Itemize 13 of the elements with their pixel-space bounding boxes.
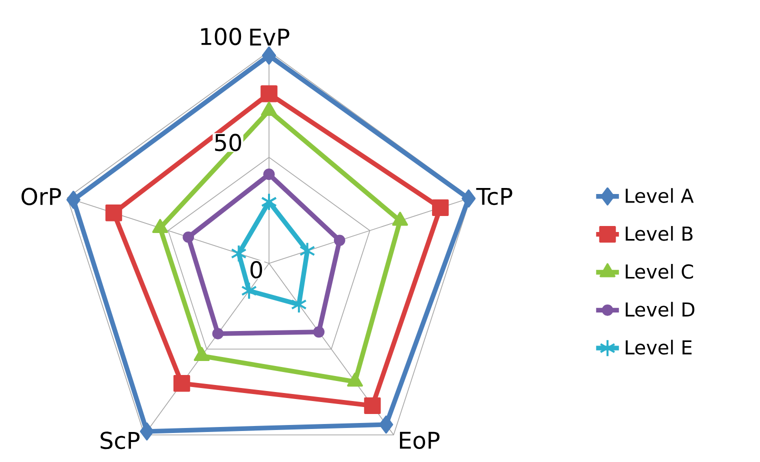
legend-label: Level C	[626, 264, 694, 279]
spoke-label: EoP	[400, 432, 440, 449]
y-tick-label: 100	[201, 28, 242, 46]
y-tick-label: 0	[250, 260, 262, 278]
legend-label: Level E	[626, 340, 692, 355]
spoke-label: EvP	[250, 28, 290, 46]
y-tick-label: 50	[215, 134, 242, 152]
spoke-label: ScP	[100, 432, 140, 450]
spoke-label: TcP	[476, 188, 512, 206]
spoke-label: OrP	[22, 188, 61, 206]
legend-label: Level A	[626, 188, 694, 203]
legend-label: Level B	[626, 226, 692, 241]
legend-label: Level D	[626, 302, 694, 317]
